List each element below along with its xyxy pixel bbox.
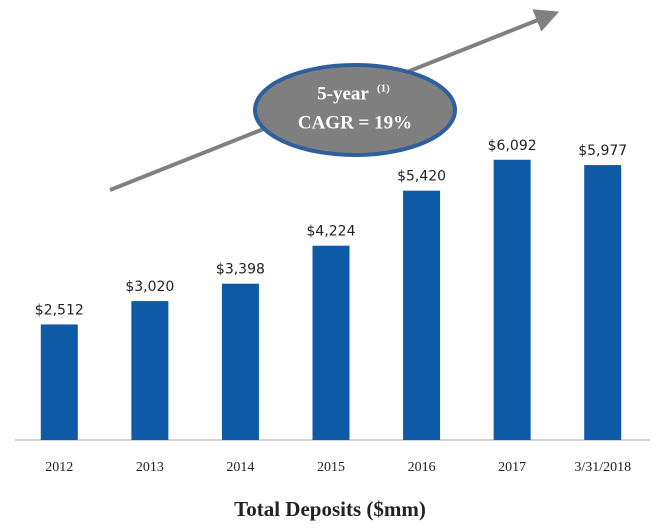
x-tick-label: 2016 (408, 460, 436, 475)
value-label: $5,420 (397, 169, 446, 185)
x-tick-label: 2013 (136, 460, 164, 475)
x-tick-label: 3/31/2018 (574, 460, 631, 475)
value-label: $5,977 (578, 143, 627, 159)
cagr-bubble (253, 63, 457, 157)
x-tick-label: 2014 (226, 460, 254, 475)
value-label: $2,512 (35, 302, 84, 318)
x-tick-label: 2017 (498, 460, 526, 475)
x-tick-label: 2015 (317, 460, 345, 475)
bar (40, 324, 78, 440)
value-label: $3,398 (216, 262, 265, 278)
value-label: $4,224 (307, 224, 356, 240)
bar (403, 190, 441, 440)
annotation-superscript: (1) (377, 83, 390, 95)
value-label: $6,092 (488, 138, 537, 154)
annotation-line1: 5-year (317, 83, 369, 104)
bar (493, 159, 531, 440)
bar (312, 245, 350, 440)
bar (221, 283, 259, 440)
bar (131, 301, 169, 440)
chart-title: Total Deposits ($mm) (234, 497, 426, 521)
value-label: $3,020 (125, 279, 174, 295)
annotation-line2: CAGR = 19% (298, 112, 412, 133)
bar (584, 165, 622, 441)
x-tick-label: 2012 (45, 460, 73, 475)
